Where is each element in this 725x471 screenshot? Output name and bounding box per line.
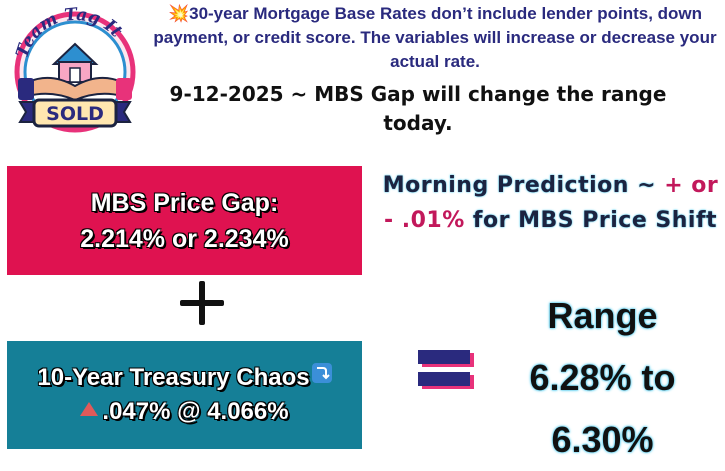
treasury-change: .047% @ 4.066% xyxy=(102,398,289,425)
mbs-gap-values: 2.214% or 2.234% xyxy=(80,224,289,253)
equals-icon xyxy=(416,348,480,394)
morning-prediction: Morning Prediction ~ + or - .01% for MBS… xyxy=(378,168,723,238)
logo-sold-text: SOLD xyxy=(46,103,104,125)
range-low: 6.28% to xyxy=(529,357,676,398)
treasury-box: 10-Year Treasury Chaos .047% @ 4.066% xyxy=(7,341,362,449)
treasury-change-row: .047% @ 4.066% xyxy=(7,395,362,429)
plus-icon xyxy=(180,281,224,325)
prediction-text-start: Morning Prediction ~ xyxy=(382,173,665,198)
mbs-price-gap-box: MBS Price Gap: 2.214% or 2.234% xyxy=(7,166,362,275)
date-headline: 9-12-2025 ~ MBS Gap will change the rang… xyxy=(169,82,667,135)
team-tag-it-logo: Team Tag It SOLD xyxy=(6,4,144,136)
collision-icon: 💥 xyxy=(167,4,190,23)
triangle-up-icon xyxy=(80,402,99,416)
range-high: 6.30% xyxy=(551,419,654,460)
rate-disclaimer: 💥30-year Mortgage Base Rates don’t inclu… xyxy=(150,2,720,74)
treasury-title: 10-Year Treasury Chaos xyxy=(37,364,310,391)
mbs-gap-label: MBS Price Gap: xyxy=(90,188,279,217)
rate-range: Range 6.28% to 6.30% xyxy=(490,285,715,471)
disclaimer-text: 30-year Mortgage Base Rates don’t includ… xyxy=(153,4,717,71)
range-title: Range xyxy=(547,295,658,336)
treasury-title-row: 10-Year Treasury Chaos xyxy=(7,361,362,395)
arrow-down-right-icon xyxy=(311,363,332,383)
prediction-accent: + or - .01% xyxy=(383,173,719,233)
prediction-text-end: for MBS Price Shift xyxy=(464,208,718,233)
